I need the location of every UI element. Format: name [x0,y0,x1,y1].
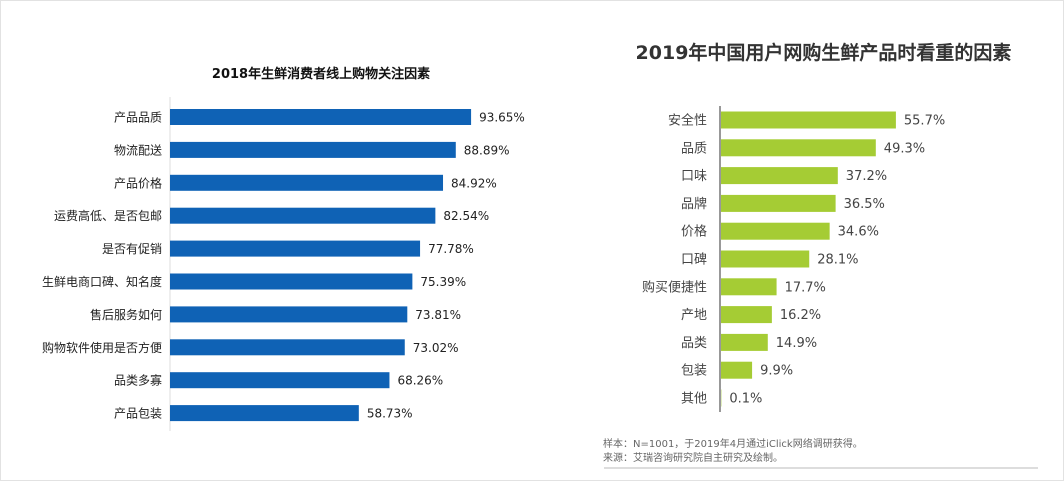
bar [170,109,472,125]
bar [721,194,836,212]
bar [170,141,456,158]
value-label: 58.73% [367,407,413,421]
value-label: 14.9% [776,336,817,351]
bar [721,167,838,185]
value-label: 75.39% [420,275,466,289]
value-label: 77.78% [428,242,474,256]
category-label: 生鲜电商口碑、知名度 [42,274,162,289]
bar [721,111,896,129]
right-chart-title: 2019年中国用户网购生鲜产品时看重的因素 [635,42,1012,64]
value-label: 55.7% [904,114,945,129]
category-label: 售后服务如何 [90,307,162,322]
category-label: 其他 [681,392,707,407]
value-label: 16.2% [780,308,821,323]
value-label: 88.89% [464,143,510,157]
value-label: 73.02% [413,341,459,355]
bar [170,174,444,191]
bar [721,361,753,379]
bar [170,306,408,323]
category-label: 安全性 [668,113,707,129]
bar [170,273,413,290]
value-label: 84.92% [451,176,497,190]
sample-note: 样本：N=1001，于2019年4月通过iClick网络调研获得。 [603,437,863,450]
value-label: 82.54% [443,209,489,223]
category-label: 包装 [681,364,707,379]
left-chart-title: 2018年生鲜消费者线上购物关注因素 [212,66,430,82]
bar [170,372,390,389]
value-label: 37.2% [846,169,887,184]
bar [721,139,876,157]
category-label: 购物软件使用是否方便 [42,340,162,355]
source-note: 来源：艾瑞咨询研究院自主研究及绘制。 [603,451,783,464]
value-label: 0.1% [729,392,762,407]
value-label: 36.5% [844,197,885,212]
value-label: 49.3% [884,141,925,156]
category-label: 产品品质 [114,111,162,125]
category-label: 产品价格 [114,175,162,190]
bar [721,222,830,240]
category-label: 品类 [681,336,707,351]
category-label: 价格 [681,224,707,240]
bar [170,405,359,422]
category-label: 是否有促销 [102,242,162,256]
category-label: 购买便捷性 [642,279,707,295]
category-label: 口碑 [681,252,707,268]
value-label: 28.1% [817,253,858,268]
category-label: 口味 [681,169,707,184]
value-label: 68.26% [397,374,443,388]
bar [170,240,421,257]
value-label: 73.81% [415,308,461,322]
bar [170,339,405,356]
category-label: 品牌 [681,196,707,212]
category-label: 产地 [681,308,707,323]
value-label: 93.65% [479,111,525,125]
bar [170,207,436,224]
category-label: 品质 [681,141,707,156]
bar [721,278,777,296]
category-label: 运费高低、是否包邮 [54,208,162,223]
value-label: 9.9% [760,364,793,379]
bar [721,250,810,268]
category-label: 物流配送 [114,142,162,157]
bar [721,333,768,351]
category-label: 产品包装 [114,407,162,421]
bar [721,306,772,324]
value-label: 17.7% [785,280,826,295]
value-label: 34.6% [838,225,879,240]
category-label: 品类多寡 [114,373,162,388]
